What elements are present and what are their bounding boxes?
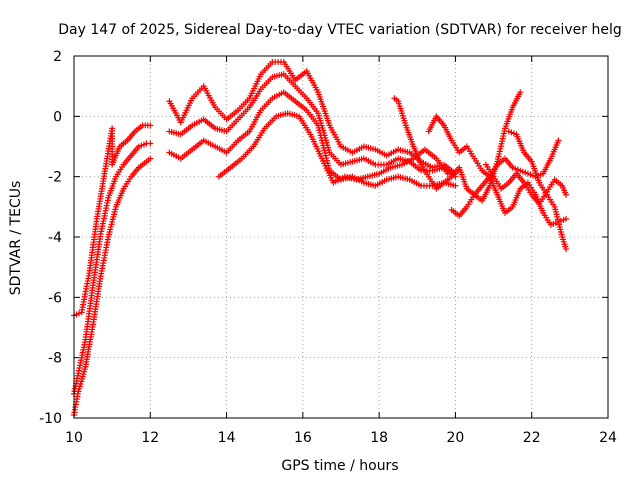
x-tick-label: 10 [65, 430, 83, 446]
series-track-3 [71, 155, 154, 418]
data-points [71, 59, 570, 418]
plot-frame [73, 55, 609, 419]
tick-labels: 10 12 14 16 18 20 22 24 -10 -8 -6 -4 -2 0 2 [39, 49, 617, 446]
y-tick-label: 0 [53, 109, 62, 125]
series-track-1 [71, 122, 154, 319]
y-axis-label: SDTVAR / TECUs [8, 181, 24, 296]
data-point [147, 140, 154, 147]
series-track-5 [166, 71, 459, 180]
data-point [517, 89, 524, 96]
data-point [452, 182, 459, 189]
series-track-9 [425, 113, 562, 180]
data-point [563, 191, 570, 198]
y-tick-label: -10 [39, 411, 62, 427]
series-track-7 [215, 110, 451, 186]
series-track-2 [71, 140, 154, 397]
y-tick-label: -8 [48, 351, 62, 367]
series-track-11 [505, 128, 570, 253]
x-tick-label: 16 [294, 430, 312, 446]
x-tick-label: 20 [447, 430, 465, 446]
y-tick-label: -4 [48, 230, 62, 246]
y-tick-label: -6 [48, 290, 62, 306]
x-tick-label: 12 [141, 430, 159, 446]
grid [74, 56, 608, 418]
x-tick-label: 24 [599, 430, 617, 446]
y-tick-label: -2 [48, 170, 62, 186]
x-axis-label: GPS time / hours [281, 458, 398, 474]
x-tick-label: 14 [218, 430, 236, 446]
series-track-4 [166, 59, 459, 177]
data-point [147, 122, 154, 129]
x-tick-label: 22 [523, 430, 541, 446]
data-point [555, 137, 562, 144]
data-point [444, 170, 451, 177]
data-point [147, 155, 154, 162]
series-track-12 [482, 161, 570, 207]
data-point [563, 246, 570, 253]
y-tick-label: 2 [53, 49, 62, 65]
x-tick-label: 18 [370, 430, 388, 446]
data-point [563, 215, 570, 222]
chart-title: Day 147 of 2025, Sidereal Day-to-day VTE… [58, 22, 621, 38]
